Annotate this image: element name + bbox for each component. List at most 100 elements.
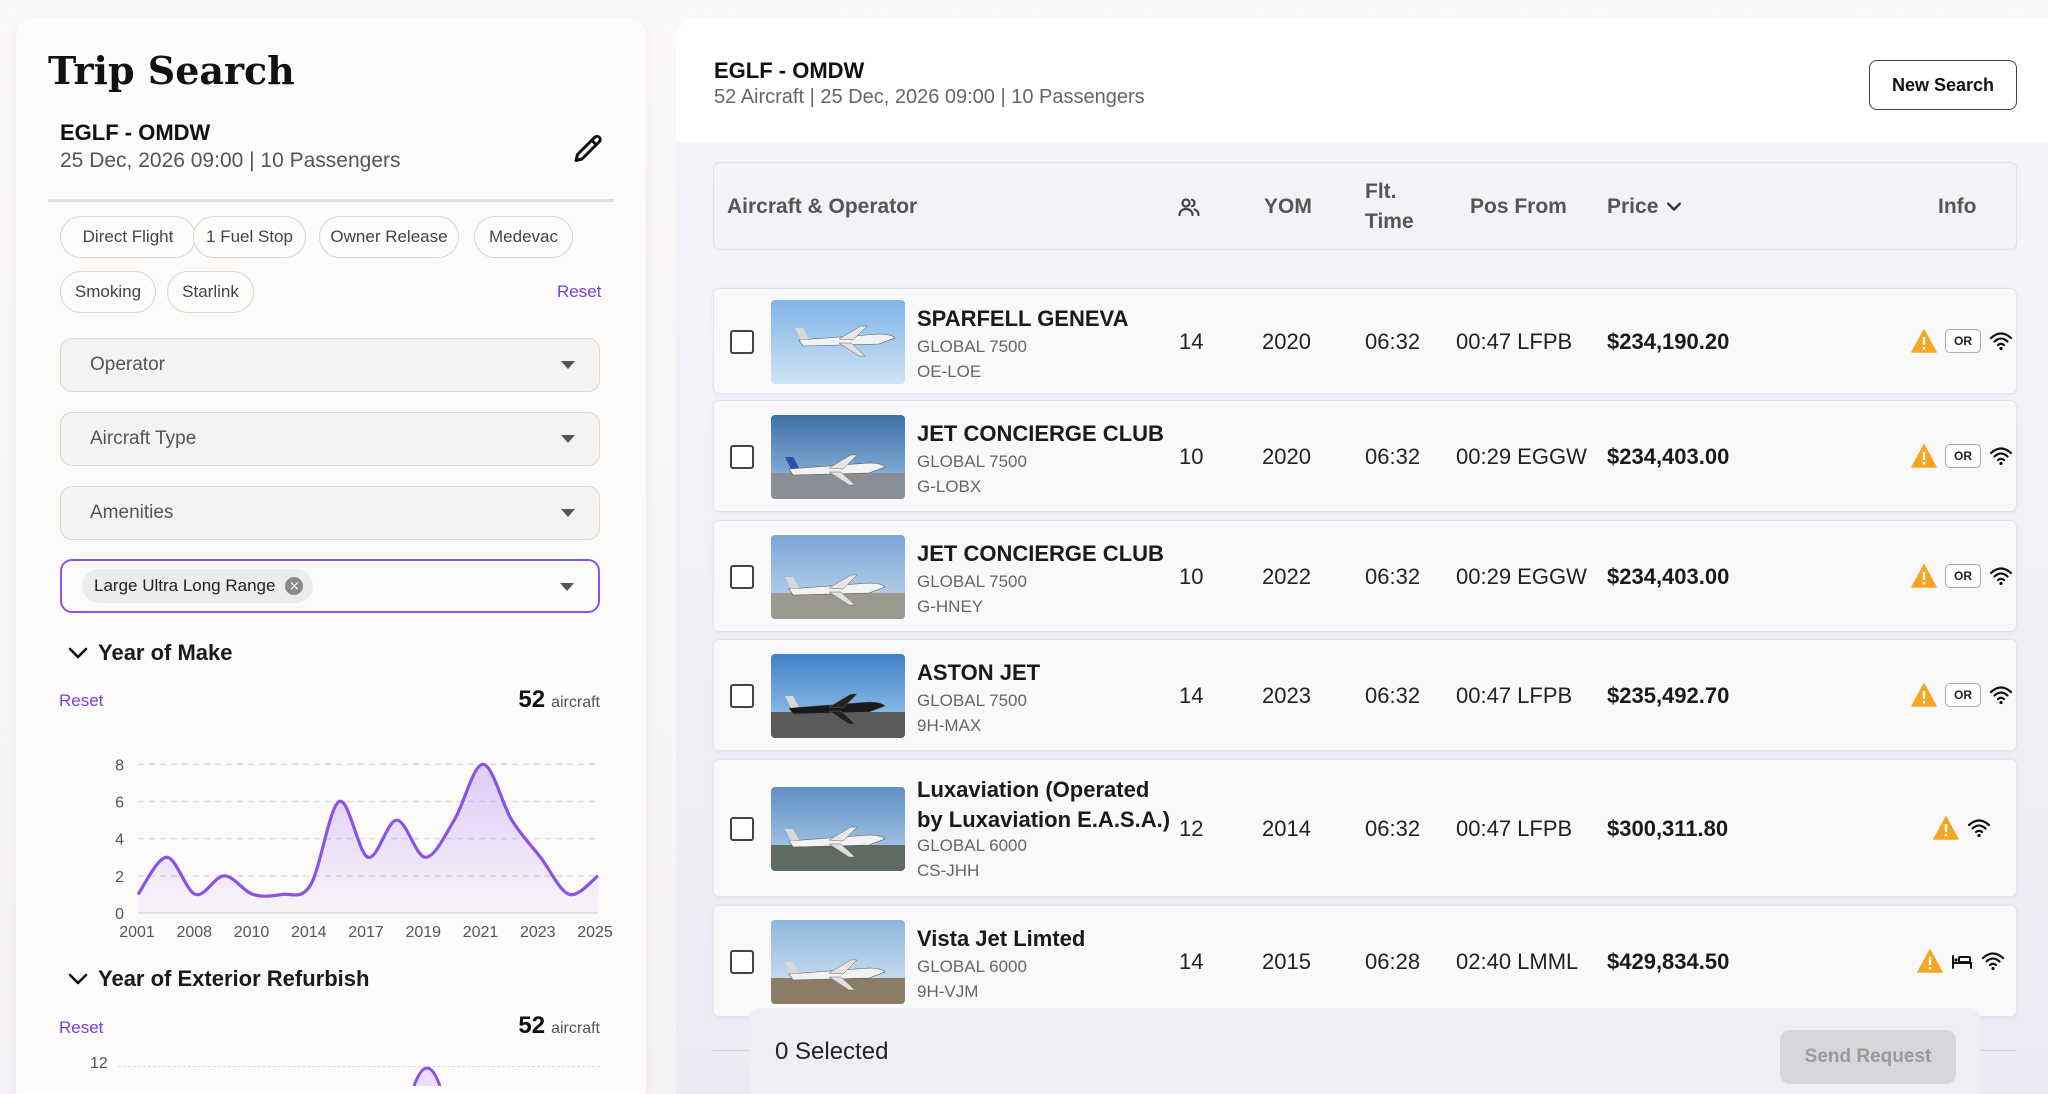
- page-title: Trip Search: [48, 48, 295, 93]
- chips-reset-link[interactable]: Reset: [557, 282, 602, 301]
- year-of-make-reset[interactable]: Reset: [59, 691, 104, 710]
- price: $234,190.20: [1607, 329, 1730, 354]
- chart-series-line: [136, 762, 599, 898]
- owner-release-badge: OR: [1945, 329, 1981, 353]
- year-of-make-count-unit: aircraft: [551, 694, 600, 711]
- operator-name: SPARFELL GENEVA: [917, 306, 1129, 331]
- x-tick-label: 2017: [348, 924, 384, 941]
- info-icons: OR: [1911, 683, 2013, 707]
- aircraft-photo[interactable]: [771, 300, 905, 384]
- amenities-dropdown[interactable]: Amenities: [60, 486, 600, 540]
- row-checkbox[interactable]: [730, 330, 754, 354]
- table-row[interactable]: Vista Jet Limted GLOBAL 6000 9H-VJM 14 2…: [713, 905, 2017, 1017]
- passengers-icon: [1177, 163, 1201, 251]
- year-of-refurbish-toggle[interactable]: Year of Exterior Refurbish: [66, 966, 369, 992]
- x-tick-label: 2010: [234, 924, 270, 941]
- aircraft-registration: 9H-MAX: [917, 716, 982, 735]
- aircraft-type-dropdown[interactable]: Aircraft Type: [60, 412, 600, 466]
- price: $300,311.80: [1607, 816, 1729, 841]
- aircraft-registration: G-LOBX: [917, 477, 982, 496]
- flight-time: 06:32: [1365, 329, 1421, 354]
- year-of-make: 2020: [1262, 329, 1311, 354]
- year-of-make-count: 52 aircraft: [518, 686, 600, 714]
- amenities-dropdown-label: Amenities: [90, 502, 174, 523]
- chip-starlink[interactable]: Starlink: [167, 271, 254, 313]
- aircraft-photo[interactable]: [771, 920, 905, 1004]
- aircraft-photo[interactable]: [771, 787, 905, 871]
- position-from: 00:47 LFPB: [1456, 683, 1573, 708]
- operator-dropdown[interactable]: Operator: [60, 338, 600, 392]
- warning-icon[interactable]: [1917, 949, 1943, 973]
- warning-icon[interactable]: [1933, 816, 1959, 840]
- flight-time: 06:32: [1365, 816, 1421, 841]
- aircraft-model: GLOBAL 6000: [917, 957, 1027, 976]
- row-checkbox[interactable]: [730, 565, 754, 589]
- operator-name: Vista Jet Limted: [917, 926, 1086, 951]
- selected-count: 0 Selected: [775, 1038, 889, 1065]
- passenger-capacity: 14: [1179, 949, 1204, 974]
- send-request-button[interactable]: Send Request: [1780, 1030, 1956, 1084]
- y-tick-label: 2: [115, 869, 124, 886]
- refurbish-chart-peak: [412, 1066, 442, 1086]
- results-header: EGLF - OMDW 52 Aircraft | 25 Dec, 2026 0…: [676, 18, 2048, 142]
- filter-panel: Trip Search EGLF - OMDW 25 Dec, 2026 09:…: [16, 18, 646, 1094]
- aircraft-size-dropdown[interactable]: Large Ultra Long Range ×: [60, 559, 600, 613]
- chip-smoking[interactable]: Smoking: [60, 271, 156, 313]
- aircraft-photo[interactable]: [771, 535, 905, 619]
- remove-tag-icon[interactable]: ×: [285, 577, 304, 595]
- year-of-make-title: Year of Make: [98, 640, 233, 665]
- table-row[interactable]: Luxaviation (Operated by Luxaviation E.A…: [713, 759, 2017, 897]
- aircraft-photo[interactable]: [771, 415, 905, 499]
- col-info: Info: [1938, 195, 1977, 218]
- new-search-button[interactable]: New Search: [1869, 60, 2017, 110]
- row-checkbox[interactable]: [730, 950, 754, 974]
- chip-medevac[interactable]: Medevac: [474, 216, 573, 258]
- warning-icon[interactable]: [1911, 564, 1937, 588]
- table-row[interactable]: JET CONCIERGE CLUB GLOBAL 7500 G-HNEY 10…: [713, 520, 2017, 632]
- owner-release-badge: OR: [1945, 564, 1981, 588]
- selection-footer: 0 Selected Send Request: [750, 1008, 1980, 1094]
- col-pos-from: Pos From: [1470, 195, 1567, 218]
- year-of-make-toggle[interactable]: Year of Make: [66, 640, 233, 666]
- row-checkbox[interactable]: [730, 684, 754, 708]
- operator-name: JET CONCIERGE CLUB: [917, 541, 1164, 566]
- table-row[interactable]: JET CONCIERGE CLUB GLOBAL 7500 G-LOBX 10…: [713, 400, 2017, 512]
- wifi-icon: [1989, 567, 2013, 586]
- aircraft-registration: 9H-VJM: [917, 982, 979, 1001]
- aircraft-registration: G-HNEY: [917, 597, 984, 616]
- passenger-capacity: 14: [1179, 329, 1204, 354]
- position-from: 00:47 LFPB: [1456, 329, 1573, 354]
- operator-dropdown-label: Operator: [90, 354, 165, 375]
- row-checkbox[interactable]: [730, 817, 754, 841]
- caret-down-icon: [560, 583, 574, 591]
- year-of-refurbish-reset[interactable]: Reset: [59, 1018, 104, 1037]
- table-row[interactable]: ASTON JET GLOBAL 7500 9H-MAX 14 2023 06:…: [713, 639, 2017, 751]
- passenger-capacity: 10: [1179, 444, 1204, 469]
- table-row[interactable]: SPARFELL GENEVA GLOBAL 7500 OE-LOE 14 20…: [713, 288, 2017, 394]
- year-of-make: 2015: [1262, 949, 1311, 974]
- flight-time: 06:32: [1365, 564, 1421, 589]
- chip-owner-release[interactable]: Owner Release: [319, 216, 459, 258]
- warning-icon[interactable]: [1911, 329, 1937, 353]
- row-checkbox[interactable]: [730, 445, 754, 469]
- x-tick-label: 2001: [119, 924, 155, 941]
- chip-1-fuel-stop[interactable]: 1 Fuel Stop: [193, 216, 306, 258]
- operator-name: JET CONCIERGE CLUB: [917, 421, 1164, 446]
- operator-name: ASTON JET: [917, 660, 1041, 685]
- col-aircraft-operator: Aircraft & Operator: [727, 195, 918, 218]
- y-tick-label: 0: [115, 906, 124, 923]
- aircraft-photo[interactable]: [771, 654, 905, 738]
- year-of-refurbish-count: 52 aircraft: [518, 1012, 600, 1040]
- edit-trip-icon[interactable]: [570, 132, 610, 172]
- year-of-make-chart[interactable]: 0 2 4 6 8 2001 2008 2010 2014 2017 2019 2021 2023 202…: [60, 735, 620, 947]
- caret-down-icon: [561, 509, 575, 517]
- warning-icon[interactable]: [1911, 683, 1937, 707]
- table-header: Aircraft & Operator YOM Flt. Time Pos Fr…: [713, 162, 2017, 250]
- col-flight-time: Flt. Time: [1365, 163, 1414, 251]
- chip-direct-flight[interactable]: Direct Flight: [60, 216, 196, 258]
- year-of-make-count-value: 52: [518, 686, 546, 713]
- warning-icon[interactable]: [1911, 444, 1937, 468]
- wifi-icon: [1989, 686, 2013, 705]
- size-tag-label: Large Ultra Long Range: [94, 576, 276, 595]
- col-price-sort[interactable]: Price: [1607, 163, 1684, 251]
